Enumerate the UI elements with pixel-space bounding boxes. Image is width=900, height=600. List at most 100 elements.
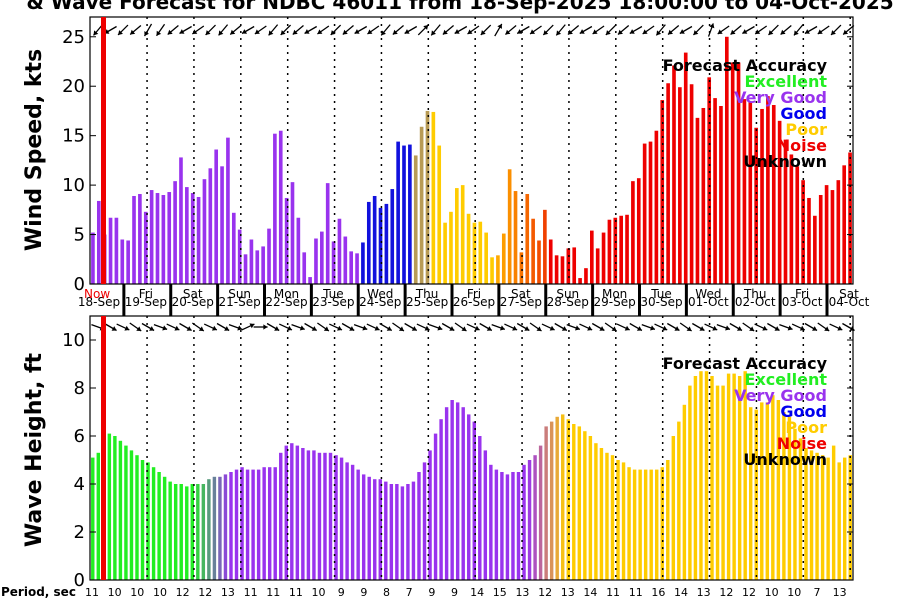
wind-bar	[237, 229, 242, 284]
wind-arrow	[555, 24, 566, 36]
period-value: 11	[629, 586, 643, 599]
arrow-head	[111, 326, 117, 331]
wave-bar	[129, 450, 134, 580]
wind-bar	[484, 232, 488, 284]
wind-bar	[836, 180, 841, 284]
wind-bar	[196, 196, 201, 284]
arrow-head	[699, 326, 705, 331]
wind-bar	[114, 217, 119, 284]
arrow-head	[454, 29, 460, 34]
wave-bar	[627, 467, 631, 580]
wave-bar	[660, 467, 664, 580]
wave-bar	[549, 421, 554, 580]
wind-bar	[214, 149, 219, 284]
now-marker-wind	[101, 17, 106, 284]
period-value: 14	[583, 586, 597, 599]
arrow-head	[374, 325, 380, 331]
arrow-head	[467, 29, 473, 35]
arrow-head	[817, 29, 823, 35]
arrow-head	[656, 30, 662, 36]
wave-arrow	[253, 324, 268, 330]
wave-bar	[605, 452, 609, 580]
wind-bar	[625, 214, 629, 284]
wave-bar	[135, 455, 139, 580]
wave-arrow	[166, 323, 180, 331]
period-value: 15	[493, 586, 507, 599]
wind-arrow	[542, 24, 554, 36]
wind-bar	[560, 256, 565, 284]
date-label: 23-Sep	[312, 295, 354, 309]
wave-bar	[804, 448, 808, 580]
wind-bar	[179, 157, 183, 284]
arrow-head	[249, 323, 255, 329]
period-value: 12	[176, 586, 190, 599]
wind-arrow	[380, 24, 391, 36]
wave-bar	[245, 469, 250, 580]
wave-bar	[295, 445, 300, 580]
wave-bar	[290, 443, 294, 580]
wave-bar	[732, 373, 736, 580]
wave-arrow	[804, 322, 818, 332]
wave-bar	[610, 455, 615, 580]
arrow-head	[642, 29, 648, 35]
arrow-head	[629, 29, 635, 34]
wind-bar	[678, 87, 682, 284]
arrow-head	[768, 30, 774, 35]
wind-bar	[267, 228, 271, 284]
wind-bar	[724, 36, 729, 285]
wind-bar	[754, 127, 758, 284]
wave-bar	[704, 371, 709, 580]
wave-bar	[809, 450, 814, 580]
arrow-head	[567, 29, 573, 35]
arrow-head	[449, 326, 455, 331]
wind-bar	[636, 178, 641, 284]
wind-bar	[413, 155, 418, 284]
arrow-head	[812, 326, 818, 331]
day-label: Fri	[139, 287, 153, 301]
arrow-head	[342, 29, 348, 35]
wave-bar	[395, 484, 399, 580]
wave-bar	[577, 426, 582, 580]
wave-bar	[561, 414, 565, 580]
wave-bar	[500, 472, 504, 580]
wave-bar	[279, 452, 283, 580]
wave-bar	[91, 457, 95, 580]
wave-arrow	[404, 322, 418, 332]
arrow-head	[167, 29, 173, 35]
wave-bar	[234, 469, 239, 580]
date-label: 26-Sep	[453, 295, 495, 309]
wind-arrow	[117, 24, 129, 36]
arrow-head	[442, 29, 448, 35]
wave-bar	[207, 479, 211, 580]
wind-arrow	[804, 25, 818, 35]
wind-arrow	[442, 25, 455, 35]
arrow-head	[404, 29, 410, 34]
wind-bar	[249, 239, 254, 284]
wave-bar	[782, 412, 786, 580]
arrow-head	[499, 325, 505, 331]
wave-arrow	[304, 322, 318, 332]
wave-bar	[140, 460, 145, 580]
wind-bar	[96, 200, 101, 284]
wave-bar	[118, 440, 123, 580]
arrow-head	[712, 325, 718, 331]
arrow-head	[186, 326, 192, 331]
wind-bar	[208, 168, 213, 284]
arrow-head	[323, 326, 329, 332]
wave-arrow	[216, 322, 230, 332]
wave-bar	[616, 460, 620, 580]
wave-bar	[748, 407, 753, 580]
day-label: Mon	[602, 287, 627, 301]
wind-arrow	[667, 25, 680, 35]
wind-bar	[736, 62, 741, 284]
wave-arrow	[654, 323, 668, 331]
wind-arrow	[504, 25, 517, 35]
wind-bar	[713, 98, 717, 284]
wave-arrow	[179, 322, 192, 332]
wave-bar	[715, 385, 720, 580]
wind-bar	[695, 117, 700, 284]
wave-bar	[754, 409, 758, 580]
wave-arrow	[129, 322, 142, 332]
wind-bar	[361, 242, 365, 284]
arrow-head	[424, 325, 430, 331]
